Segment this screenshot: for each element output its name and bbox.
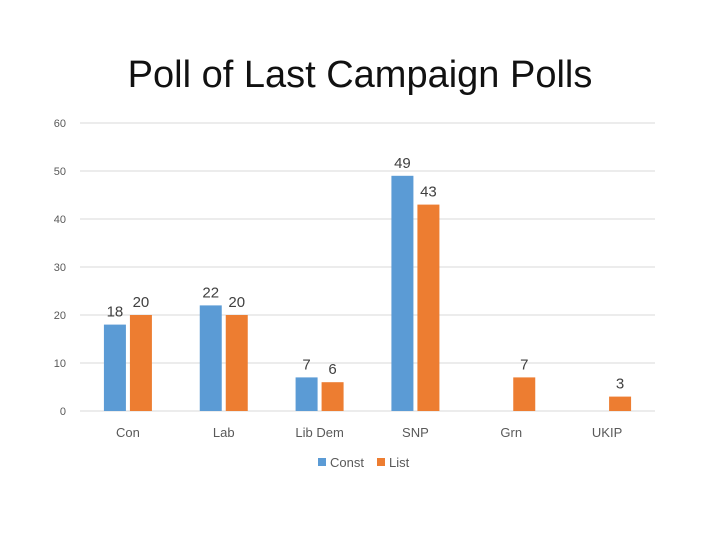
data-label: 20 (133, 294, 150, 311)
legend-label: List (389, 455, 410, 470)
bar-list-snp (417, 204, 440, 411)
data-label: 6 (328, 361, 336, 378)
bar-list-con (129, 315, 152, 411)
y-tick-label: 0 (60, 406, 66, 418)
bar-list-grn (513, 377, 536, 411)
y-tick-label: 40 (54, 214, 66, 226)
x-category-label: Con (116, 425, 140, 440)
data-label: 43 (420, 184, 437, 201)
x-category-label: Lab (213, 425, 235, 440)
data-label: 18 (107, 304, 124, 321)
gridlines (80, 122, 655, 412)
data-label: 22 (202, 284, 219, 301)
x-axis-categories: Con Lab Lib Dem SNP Grn UKIP (116, 425, 622, 440)
bar-list-lib-dem (321, 382, 344, 411)
bar-list-ukip (609, 396, 632, 411)
chart-title: Poll of Last Campaign Polls (127, 54, 593, 96)
y-tick-label: 50 (54, 166, 66, 178)
data-label: 7 (520, 356, 528, 373)
data-label: 49 (394, 155, 411, 172)
bar-const-lib-dem (295, 377, 318, 411)
y-tick-label: 10 (54, 358, 66, 370)
data-labels: 18 20 22 20 7 6 49 43 7 3 (107, 155, 625, 393)
bar-const-snp (391, 175, 414, 411)
data-label: 3 (616, 376, 624, 393)
y-tick-label: 20 (54, 310, 66, 322)
x-category-label: SNP (402, 425, 429, 440)
x-category-label: Grn (500, 425, 522, 440)
y-tick-label: 60 (54, 118, 66, 130)
legend-label: Const (330, 455, 364, 470)
bar-list-lab (225, 315, 248, 411)
x-category-label: UKIP (592, 425, 622, 440)
legend-swatch (318, 458, 326, 466)
y-tick-label: 30 (54, 262, 66, 274)
legend: Const List (318, 455, 410, 470)
y-axis-ticks: 0 10 20 30 40 50 60 (54, 118, 66, 418)
bars (103, 175, 632, 411)
data-label: 7 (302, 356, 310, 373)
bar-const-lab (199, 305, 222, 411)
data-label: 20 (228, 294, 245, 311)
x-category-label: Lib Dem (295, 425, 343, 440)
legend-swatch (377, 458, 385, 466)
bar-const-con (103, 324, 126, 411)
